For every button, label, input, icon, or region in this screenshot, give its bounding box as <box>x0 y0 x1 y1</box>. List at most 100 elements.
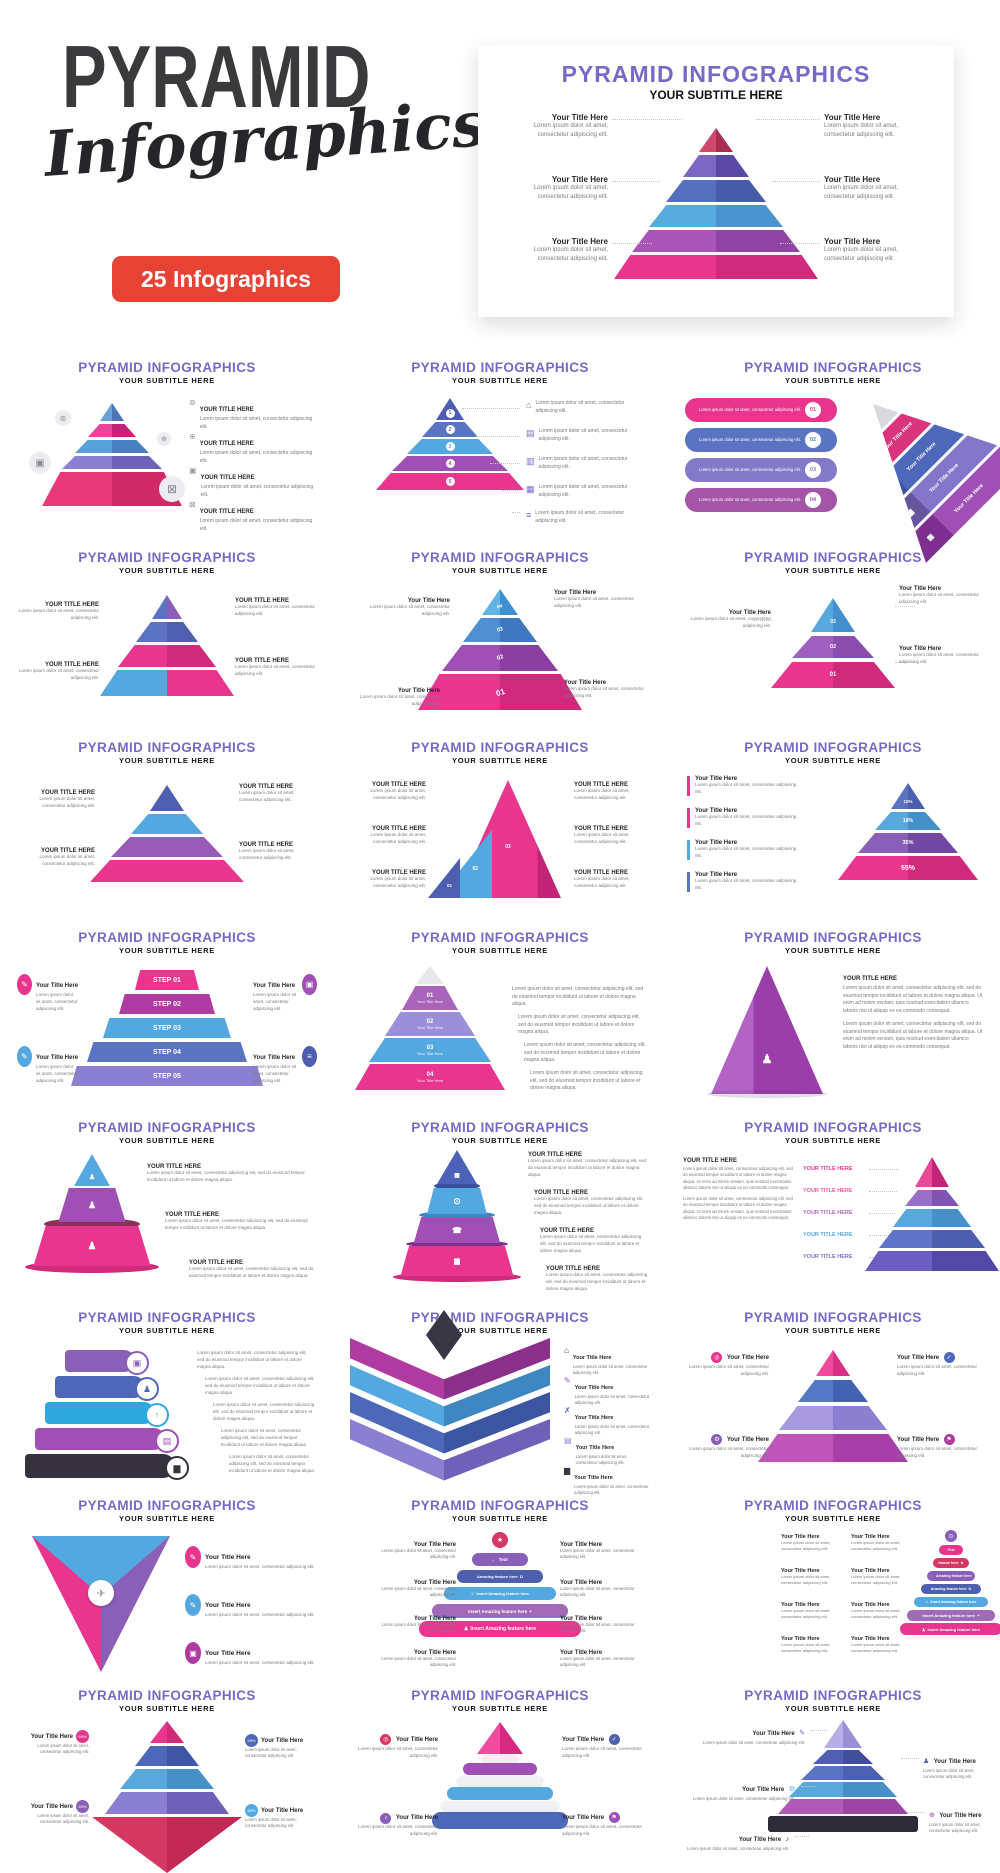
pyramid-tier: 03 <box>811 598 855 632</box>
item-text: Lorem ipsum dolor sit amet, consectetur … <box>359 694 440 706</box>
title-block: Your Title Here Lorem ipsum dolor sit am… <box>560 1580 648 1599</box>
cell-title: PYRAMID INFOGRAPHICS <box>744 930 922 945</box>
tier-caption: Your Title Here <box>416 998 444 1004</box>
pyramid: 03 02 01 <box>771 594 895 688</box>
tier-percent: 10% <box>903 798 913 804</box>
pill-label: Insert Amazing feature here <box>470 1626 537 1632</box>
check-icon: ✓ <box>925 1600 929 1604</box>
pyramid-tier <box>135 1746 199 1766</box>
note-icon: ▤ <box>564 1436 572 1445</box>
item-title: YOUR TITLE HERE <box>574 782 629 788</box>
pen-icon: ✎ <box>564 1376 571 1385</box>
item-text: Lorem ipsum dolor sit amet, consectetur … <box>381 1622 456 1634</box>
title-block: Your Title Here ✓ Lorem ipsum dolor sit … <box>562 1728 650 1760</box>
pen-icon: ✎ <box>17 1046 32 1067</box>
plane-icon: ✈ <box>88 1580 114 1606</box>
cake-cone <box>477 1722 523 1754</box>
text-column: YOUR TITLE HERE Lorem ipsum dolor sit am… <box>683 1158 795 1221</box>
cell-subtitle: YOUR SUBTITLE HERE <box>785 1136 881 1145</box>
tier-number: 3 <box>445 442 455 451</box>
pyramid-tier: 4 <box>392 456 508 471</box>
feature-bar: Lorem ipsum dolor sit amet, consectetur … <box>685 428 837 452</box>
item-text: Lorem ipsum dolor sit amet, consectetur … <box>165 1218 308 1230</box>
title-block: YOUR TITLE HERE Lorem ipsum dolor sit am… <box>528 1152 648 1178</box>
title-block: Your Title Here Lorem ipsum dolor sit am… <box>253 974 317 1012</box>
cell-subtitle: YOUR SUBTITLE HERE <box>452 1704 548 1713</box>
triangle-number: 01 <box>446 883 452 888</box>
title-block: Your Title Here Lorem ipsum dolor sit ame… <box>851 1534 913 1552</box>
list-item: ⊚ YOUR TITLE HERE Lorem ipsum dolor sit … <box>189 398 314 431</box>
title-block: Your Title Here Lorem ipsum dolor sit am… <box>683 610 771 630</box>
cell-subtitle: YOUR SUBTITLE HERE <box>452 566 548 575</box>
item-text: Lorem ipsum dolor sit amet, consectetur … <box>205 1612 315 1617</box>
percent-badge: 69% <box>245 1734 258 1747</box>
cell-inverted-triangle: PYRAMID INFOGRAPHICS YOUR SUBTITLE HERE … <box>17 1498 317 1686</box>
cell-tiered-cake: PYRAMID INFOGRAPHICS YOUR SUBTITLE HERE … <box>350 1688 650 1873</box>
item-text: Lorem ipsum dolor sit amet, consectetur … <box>381 1586 456 1598</box>
cell-title: PYRAMID INFOGRAPHICS <box>78 930 256 945</box>
pyramid-base <box>768 1816 918 1832</box>
cell-subtitle: YOUR SUBTITLE HERE <box>785 946 881 955</box>
title-block: Your Title Here ✓ Lorem ipsum dolor sit … <box>897 1346 983 1378</box>
target-icon: ◎ <box>711 1352 723 1363</box>
item-text: Lorem ipsum dolor sit amet, consectetur … <box>683 1166 793 1190</box>
chevron-stripe <box>350 1392 550 1454</box>
title-block: Your Title Here ✎ Lorem ipsum dolor sit … <box>701 1722 805 1746</box>
pyramid-tier: 18% <box>875 812 941 830</box>
cube-icon: ▣ <box>189 466 197 475</box>
item-text: Lorem ipsum dolor sit amet, consectetur … <box>899 592 980 604</box>
brand-title: PYRAMID <box>62 27 371 126</box>
building-icon: ▦ <box>454 1172 460 1179</box>
title-block: Your Title Here Lorem ipsum dolor sit am… <box>253 1046 317 1084</box>
pyramid-tier <box>62 456 162 469</box>
step-ribbon: STEP 02 <box>119 994 215 1014</box>
cell-subtitle: YOUR SUBTITLE HERE <box>452 1326 548 1335</box>
cylinder-tier <box>65 1350 135 1372</box>
search-icon: ⊙ <box>453 1195 461 1206</box>
triangle-01: 01 <box>428 858 460 898</box>
cone-stack: ▦ ⊙ ☎ ▆ <box>393 1150 521 1282</box>
item-text: Lorem ipsum dolor sit amet, consectetur … <box>534 1196 644 1215</box>
cell-title: PYRAMID INFOGRAPHICS <box>411 930 589 945</box>
item-title: Your Title Here <box>205 1650 251 1657</box>
title-block: ⊕ Your Title Here Lorem ipsum dolor sit … <box>929 1804 983 1835</box>
cell-title: PYRAMID INFOGRAPHICS <box>411 1120 589 1135</box>
item-text: Lorem ipsum dolor sit amet, consectetur … <box>824 185 899 200</box>
cube-icon: ▣ <box>887 482 897 493</box>
cylinder-tier <box>55 1376 145 1398</box>
item-text: Lorem ipsum dolor sit amet, consectetur … <box>695 878 797 890</box>
pyramid-tier: 2 <box>422 422 478 437</box>
plus-icon: + <box>529 1608 532 1614</box>
item-text: Lorem ipsum dolor sit amet, consectetur … <box>357 1746 438 1758</box>
cell-subtitle: YOUR SUBTITLE HERE <box>119 756 215 765</box>
connector-line <box>772 181 820 182</box>
pen-icon: ✎ <box>799 1730 805 1737</box>
cake <box>432 1722 568 1829</box>
gear-icon: ⚙ <box>788 1786 795 1793</box>
item-text: Lorem ipsum dolor sit amet, consectetur … <box>36 1064 78 1083</box>
item-title: Your Title Here <box>261 1807 304 1814</box>
item-title: Your Title Here <box>253 1055 296 1061</box>
cell-title: PYRAMID INFOGRAPHICS <box>411 1688 589 1703</box>
gear-icon: ⚙ <box>711 1434 723 1445</box>
chart-icon: ▆ <box>906 508 915 518</box>
title-block: Your Title Here Lorem ipsum dolor sit ame… <box>851 1568 913 1586</box>
percent-badge: 69% <box>245 1804 258 1817</box>
item-text: Lorem ipsum dolor sit amet, consectetur … <box>205 1660 315 1665</box>
pyramid-tier: 5 <box>376 473 524 490</box>
legend-item: Your Title Here Lorem ipsum dolor sit am… <box>687 840 803 860</box>
connector-line <box>753 620 773 621</box>
legend-item: Your Title Here Lorem ipsum dolor sit am… <box>687 808 803 828</box>
ribbon-pyramid: STEP 01 STEP 02 STEP 03 STEP 04 STEP 05 <box>71 970 263 1086</box>
title-block: YOUR TITLE HERE Lorem ipsum dolor sit am… <box>17 848 95 868</box>
item-title: YOUR TITLE HERE <box>371 782 426 788</box>
cylinder-tier <box>45 1402 155 1424</box>
tier-caption: Your Title Here <box>416 1050 444 1056</box>
item-title: Your Title Here <box>695 872 738 878</box>
stepped-pyramid <box>768 1718 918 1832</box>
item-text: Lorem ipsum dolor sit amet, consectetur … <box>897 1364 978 1376</box>
cell-subtitle: YOUR SUBTITLE HERE <box>452 756 548 765</box>
tier-number: 04 <box>496 603 504 611</box>
item-title: YOUR TITLE HERE <box>165 1212 220 1218</box>
